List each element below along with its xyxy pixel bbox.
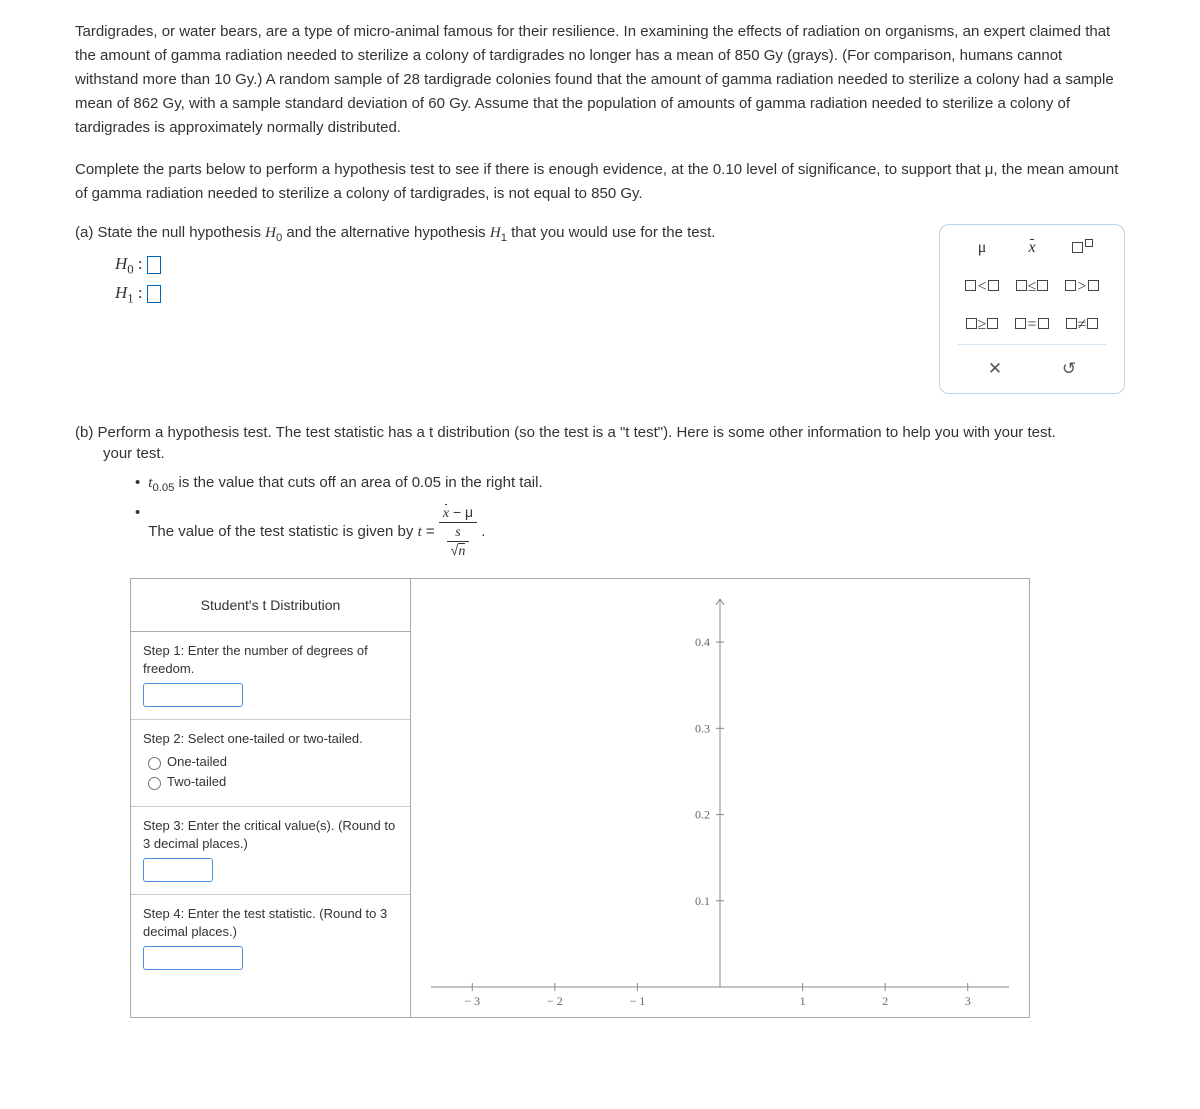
widget-title: Student's t Distribution	[131, 579, 410, 632]
step3-label: Step 3: Enter the critical value(s). (Ro…	[143, 817, 398, 852]
palette-exponent[interactable]	[1058, 239, 1106, 258]
palette-ge[interactable]: ≥	[958, 316, 1006, 334]
svg-text:0.1: 0.1	[695, 894, 710, 908]
svg-text:0.4: 0.4	[695, 635, 710, 649]
step1-label: Step 1: Enter the number of degrees of f…	[143, 642, 398, 677]
h0-input[interactable]	[147, 256, 161, 274]
part-b-prompt: (b) Perform a hypothesis test. The test …	[75, 424, 1125, 441]
one-tailed-label: One-tailed	[167, 754, 227, 769]
h0-row: H0 :	[115, 254, 909, 277]
palette-clear[interactable]: ✕	[971, 359, 1019, 379]
t-distribution-chart: − 3 − 2 − 1 1 2 3 0.1 0.2 0.3 0.4	[411, 579, 1029, 1017]
two-tailed-radio[interactable]	[148, 777, 161, 790]
part-a-prompt: (a) State the null hypothesis H0 and the…	[75, 224, 909, 244]
palette-undo[interactable]: ↺	[1045, 359, 1093, 379]
palette-gt[interactable]: >	[1058, 278, 1106, 296]
intro-paragraph-1: Tardigrades, or water bears, are a type …	[75, 20, 1125, 140]
svg-text:3: 3	[965, 994, 971, 1008]
h1-input[interactable]	[147, 285, 161, 303]
two-tailed-label: Two-tailed	[167, 774, 226, 789]
test-statistic-input[interactable]	[143, 946, 243, 970]
svg-text:2: 2	[882, 994, 888, 1008]
svg-text:1: 1	[800, 994, 806, 1008]
svg-text:− 1: − 1	[630, 994, 646, 1008]
degrees-freedom-input[interactable]	[143, 683, 243, 707]
palette-mu[interactable]: μ	[958, 239, 1006, 258]
symbol-palette: μ x < ≤ > ≥ = ≠ ✕ ↺	[939, 224, 1125, 394]
bullet-2: • The value of the test statistic is giv…	[135, 504, 1125, 560]
svg-text:0.3: 0.3	[695, 722, 710, 736]
svg-text:− 3: − 3	[464, 994, 480, 1008]
palette-le[interactable]: ≤	[1008, 278, 1056, 296]
palette-eq[interactable]: =	[1008, 316, 1056, 334]
svg-text:− 2: − 2	[547, 994, 563, 1008]
palette-lt[interactable]: <	[958, 278, 1006, 296]
step2-label: Step 2: Select one-tailed or two-tailed.	[143, 730, 398, 748]
h1-row: H1 :	[115, 283, 909, 306]
one-tailed-radio[interactable]	[148, 757, 161, 770]
part-b-subtext: your test.	[103, 445, 1125, 462]
bullet-1: • t0.05 is the value that cuts off an ar…	[135, 474, 1125, 494]
t-distribution-widget: Student's t Distribution Step 1: Enter t…	[130, 578, 1030, 1018]
svg-text:0.2: 0.2	[695, 808, 710, 822]
intro-paragraph-2: Complete the parts below to perform a hy…	[75, 158, 1125, 206]
palette-xbar[interactable]: x	[1008, 239, 1056, 258]
palette-ne[interactable]: ≠	[1058, 316, 1106, 334]
step4-label: Step 4: Enter the test statistic. (Round…	[143, 905, 398, 940]
critical-value-input[interactable]	[143, 858, 213, 882]
